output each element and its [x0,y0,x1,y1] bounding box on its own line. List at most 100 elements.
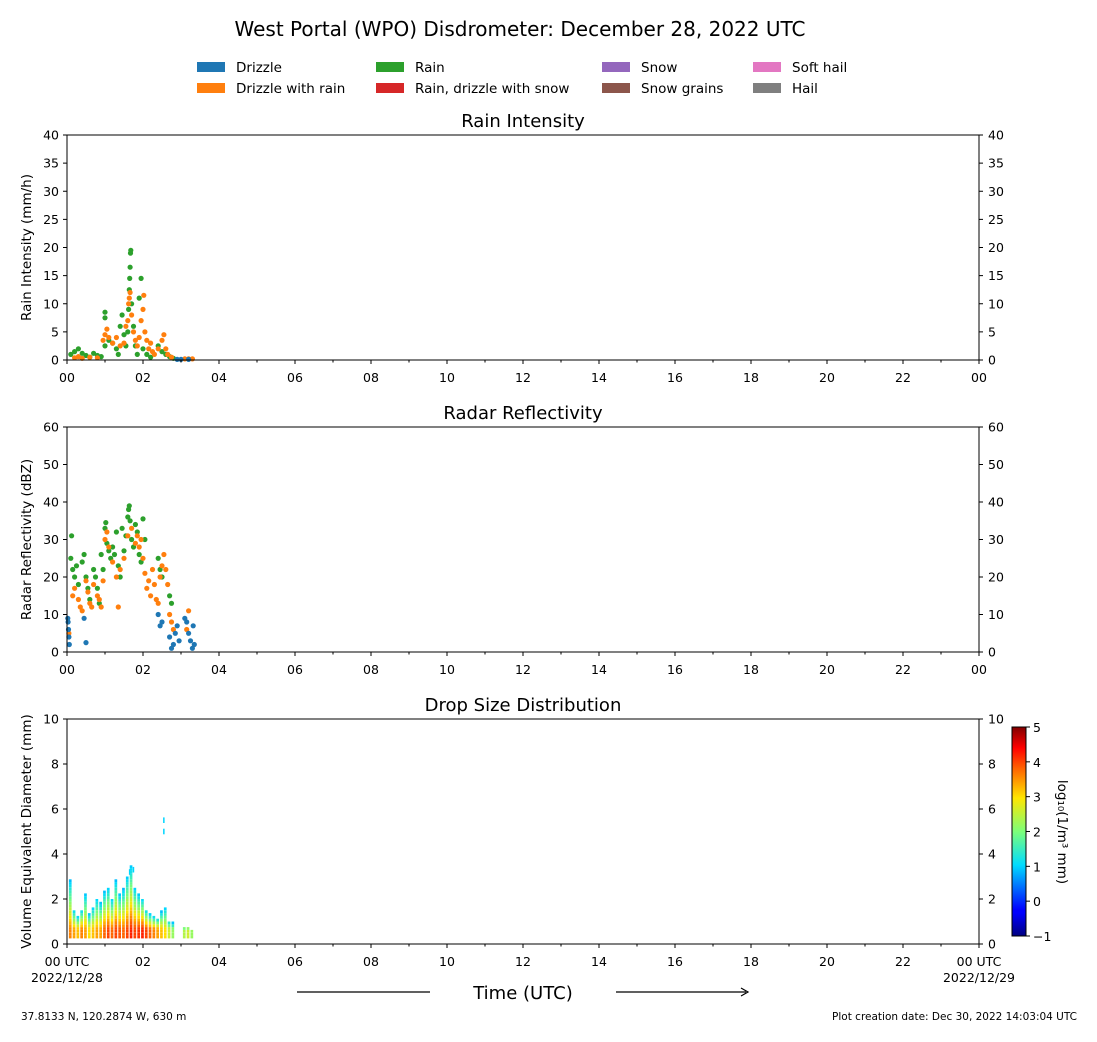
data-point [83,578,89,584]
y-tick-label-right: 50 [988,457,1004,472]
data-point [141,292,147,298]
dsd-cell [129,913,133,916]
dsd-cell [190,935,194,939]
dsd-cell [133,935,137,939]
dsd-cell [125,907,129,911]
data-point [136,334,142,341]
data-point [138,536,144,543]
y-tick-label-right: 35 [988,156,1004,171]
dsd-cell [122,893,125,897]
dsd-cell [84,929,87,933]
dsd-cell [103,927,106,930]
data-point [130,329,137,335]
data-point [155,611,161,618]
dsd-cell [72,932,76,936]
data-point [142,329,148,335]
dsd-cell [114,890,118,894]
dsd-cell [84,907,87,911]
data-point [96,596,102,603]
data-point [79,559,85,565]
dsd-cell [125,935,129,939]
data-point [127,264,133,270]
legend-swatch [602,62,630,72]
dsd-cell [76,927,80,930]
dsd-cell [133,893,137,897]
dsd-cell [163,828,165,835]
dsd-cell [186,929,190,933]
data-point [140,516,146,522]
dsd-cell [114,913,118,916]
colorbar-label: log₁₀(1/m³ mm) [1054,780,1070,884]
dsd-cell [167,924,171,928]
data-point [91,350,97,356]
data-point [81,615,87,621]
data-point [127,289,133,296]
dsd-cell [114,896,118,899]
time-arrow-head [740,987,750,997]
data-point [126,503,132,509]
dsd-cell [68,896,72,899]
y-tick-label: 8 [51,757,59,772]
x-tick-label: 20 [819,954,835,969]
dsd-cell [144,910,148,914]
x-tick-label: 02 [135,662,151,677]
dsd-cell [141,899,144,902]
dsd-cell [87,927,91,930]
dsd-cell [106,924,110,928]
dsd-cell [103,904,106,908]
data-point [168,619,175,625]
dsd-cell [118,929,121,933]
dsd-cell [129,904,133,908]
dsd-cell [125,884,129,888]
dsd-cell [160,924,163,928]
dsd-cell [141,924,144,928]
dsd-cell [125,932,129,936]
data-point [125,514,131,520]
data-point [127,275,133,281]
data-point [92,574,99,580]
dsd-cell [106,921,110,925]
dsd-cell [106,896,110,899]
dsd-cell [152,935,156,939]
dsd-cell [137,924,140,928]
dsd-cell [68,932,72,936]
dsd-cell [129,927,133,930]
x-tick-label: 04 [211,370,227,385]
data-point [72,349,78,355]
y-tick-label: 2 [51,892,59,907]
x-tick-label: 04 [211,954,227,969]
dsd-cell [171,924,175,928]
data-point [157,574,163,580]
dsd-cell [148,913,152,916]
dsd-cell [163,924,167,928]
data-point [168,354,175,360]
dsd-cell [122,913,125,916]
data-point [142,570,148,576]
data-point [126,301,132,307]
dsd-cell [114,921,118,925]
dsd-cell [144,915,148,919]
dsd-cell [84,893,87,897]
dsd-cell [106,890,110,894]
data-point [126,306,132,312]
data-point [186,630,192,636]
dsd-cell [125,913,129,916]
dsd-cell [148,935,152,939]
data-point [146,578,152,584]
dsd-cell [160,935,163,939]
data-point [110,559,116,565]
dsd-cell [160,927,163,930]
data-point [148,593,154,599]
data-point [75,581,81,588]
dsd-cell [137,921,140,925]
data-point [89,604,95,610]
dsd-cell [148,932,152,936]
data-point [186,608,192,614]
data-point [140,306,146,312]
dsd-cell [106,915,110,919]
dsd-cell [114,932,118,936]
dsd-cell [91,915,95,919]
dsd-cell [68,913,72,916]
dsd-cell [114,904,118,908]
dsd-cell [106,901,110,905]
